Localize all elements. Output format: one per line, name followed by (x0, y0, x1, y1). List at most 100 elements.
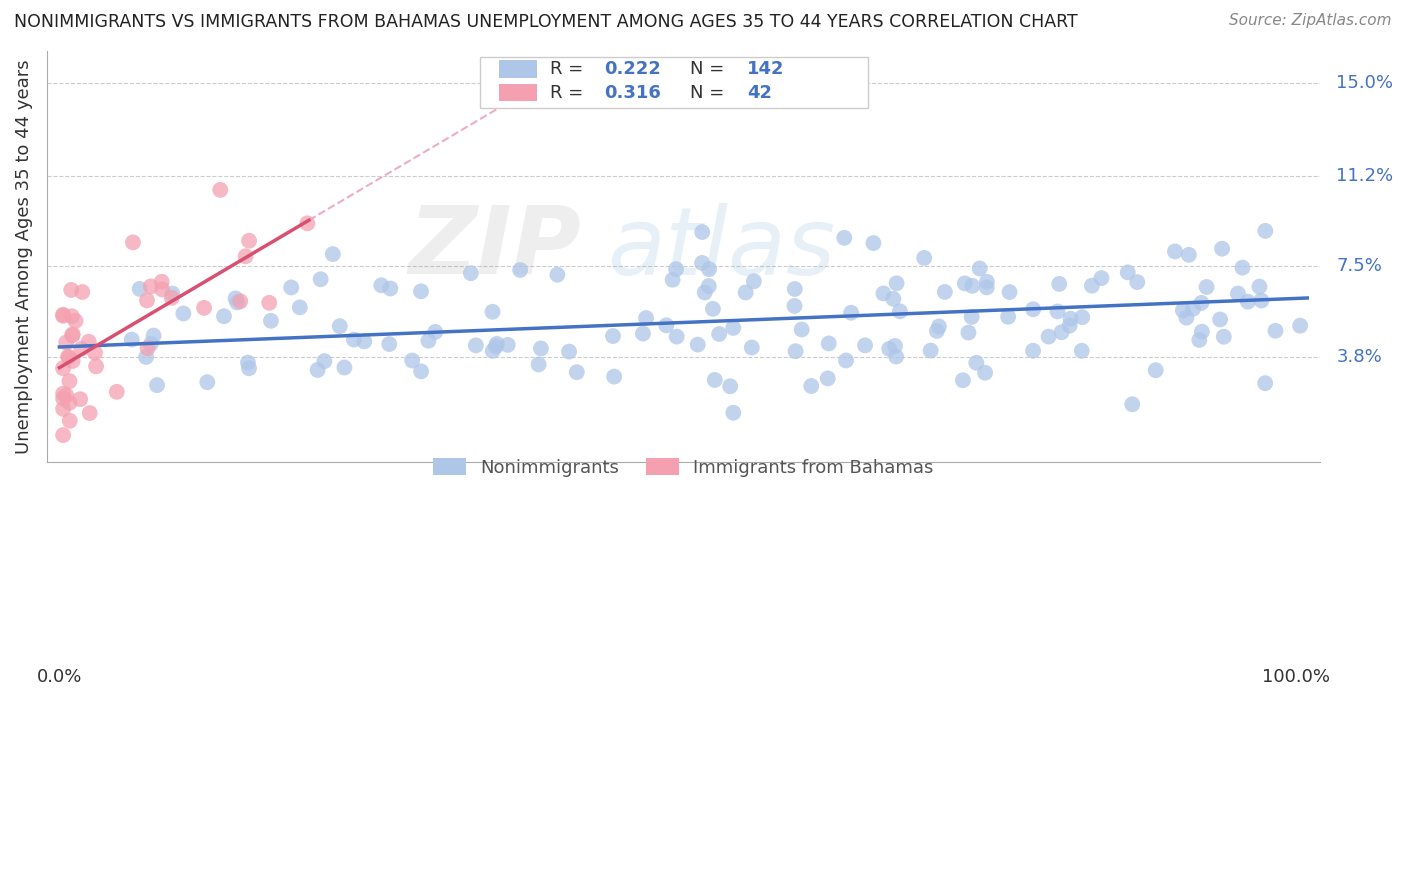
Point (1022, 343, 1045, 358)
Point (527, 358, 550, 372)
Point (1188, 333, 1211, 347)
Text: 42: 42 (747, 84, 772, 102)
FancyBboxPatch shape (499, 84, 537, 102)
Point (997, 310, 1019, 324)
Text: 100.0%: 100.0% (1263, 668, 1330, 686)
Point (957, 326, 980, 340)
Point (1232, 260, 1254, 275)
Text: R =: R = (550, 60, 589, 78)
Point (65, 314, 87, 328)
Point (1175, 310, 1198, 325)
Point (928, 319, 950, 334)
Point (52, 309, 75, 323)
Point (121, 333, 143, 347)
Point (886, 277, 908, 291)
Point (322, 247, 344, 261)
Point (636, 311, 658, 326)
Point (962, 278, 984, 293)
Point (60, 310, 83, 324)
Point (1211, 242, 1233, 256)
Point (307, 363, 329, 377)
Text: 3.8%: 3.8% (1336, 348, 1382, 366)
Point (1126, 275, 1149, 289)
Point (960, 310, 983, 324)
Point (481, 305, 503, 319)
Point (817, 336, 839, 351)
Point (1250, 293, 1272, 308)
Point (353, 334, 375, 349)
Point (485, 337, 508, 351)
Point (1081, 278, 1104, 293)
Point (558, 344, 581, 359)
Text: Source: ZipAtlas.com: Source: ZipAtlas.com (1229, 13, 1392, 29)
Point (160, 291, 183, 305)
Point (693, 285, 716, 300)
Point (409, 364, 432, 378)
Point (832, 231, 855, 245)
Point (718, 379, 741, 393)
Point (1171, 303, 1194, 318)
Point (1121, 397, 1143, 411)
Point (84, 345, 107, 359)
Point (565, 365, 588, 379)
Point (925, 324, 948, 338)
Point (60, 328, 83, 343)
Text: 0.316: 0.316 (605, 84, 661, 102)
Point (546, 268, 568, 282)
Point (485, 340, 508, 354)
Point (974, 366, 997, 380)
Text: N =: N = (690, 60, 730, 78)
Point (884, 339, 907, 353)
Point (530, 342, 553, 356)
Point (136, 293, 159, 308)
Text: 15.0%: 15.0% (1336, 73, 1393, 92)
Point (1182, 301, 1205, 316)
Point (425, 325, 447, 339)
Point (602, 329, 624, 343)
Point (839, 306, 862, 320)
Point (122, 235, 145, 250)
Text: 0.0%: 0.0% (37, 668, 82, 686)
Point (309, 272, 332, 286)
Point (1164, 244, 1187, 259)
Point (934, 285, 956, 299)
Point (1249, 279, 1271, 293)
Point (665, 262, 688, 277)
Point (1022, 302, 1045, 317)
Point (235, 249, 257, 263)
Point (58, 374, 80, 388)
Point (52, 428, 75, 442)
FancyBboxPatch shape (479, 57, 868, 108)
Point (55, 388, 77, 402)
Point (835, 353, 858, 368)
Point (378, 337, 401, 351)
Point (56, 350, 79, 364)
Point (128, 282, 150, 296)
Point (297, 216, 319, 230)
Point (77, 334, 100, 349)
Point (1116, 265, 1139, 279)
Text: 11.2%: 11.2% (1336, 167, 1393, 185)
Point (1189, 296, 1212, 310)
Point (661, 273, 683, 287)
Point (702, 301, 724, 316)
Point (79, 406, 101, 420)
Point (697, 262, 720, 277)
Point (139, 279, 162, 293)
Point (783, 282, 806, 296)
Point (226, 295, 249, 310)
Point (60, 283, 83, 297)
Point (195, 375, 218, 389)
Point (1038, 329, 1060, 343)
Point (62, 327, 84, 342)
Point (976, 280, 998, 294)
Point (734, 285, 756, 300)
Point (409, 285, 432, 299)
Point (742, 274, 765, 288)
Point (162, 286, 184, 301)
Point (1090, 271, 1112, 285)
Point (238, 234, 260, 248)
Point (877, 342, 900, 356)
Point (998, 285, 1021, 299)
Point (1209, 312, 1232, 326)
